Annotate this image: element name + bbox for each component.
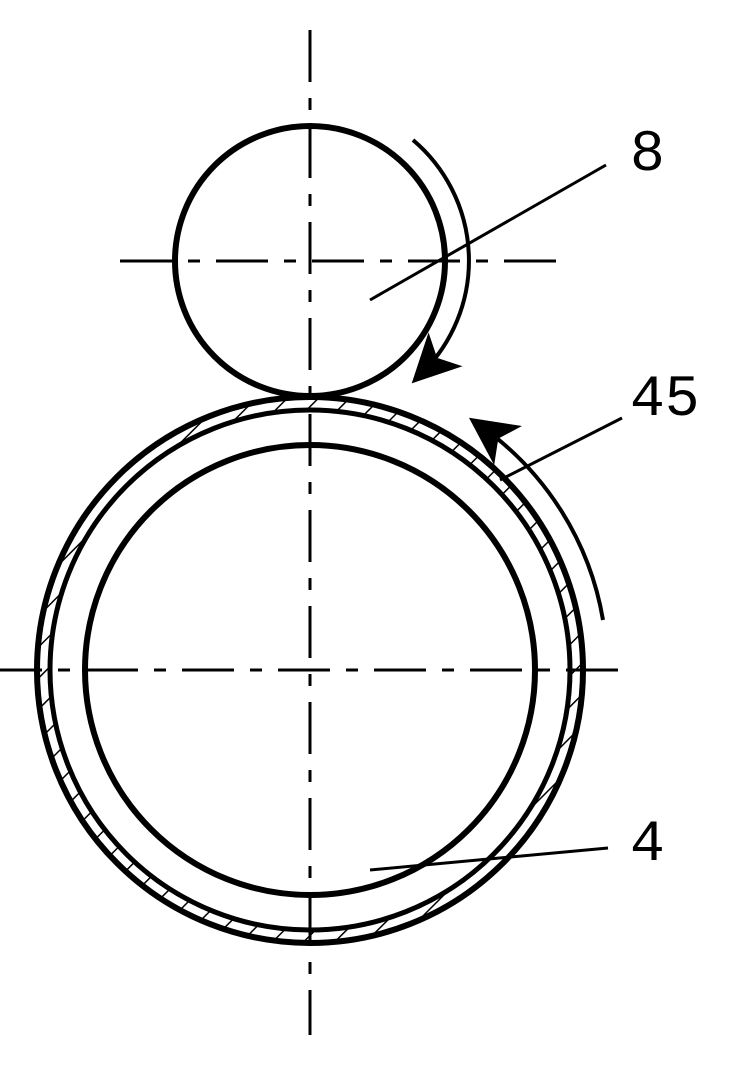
label-45: 45 <box>630 368 700 433</box>
mechanical-diagram: 8 45 4 <box>0 0 752 1077</box>
label-8: 8 <box>630 123 665 188</box>
label-4: 4 <box>630 813 665 878</box>
